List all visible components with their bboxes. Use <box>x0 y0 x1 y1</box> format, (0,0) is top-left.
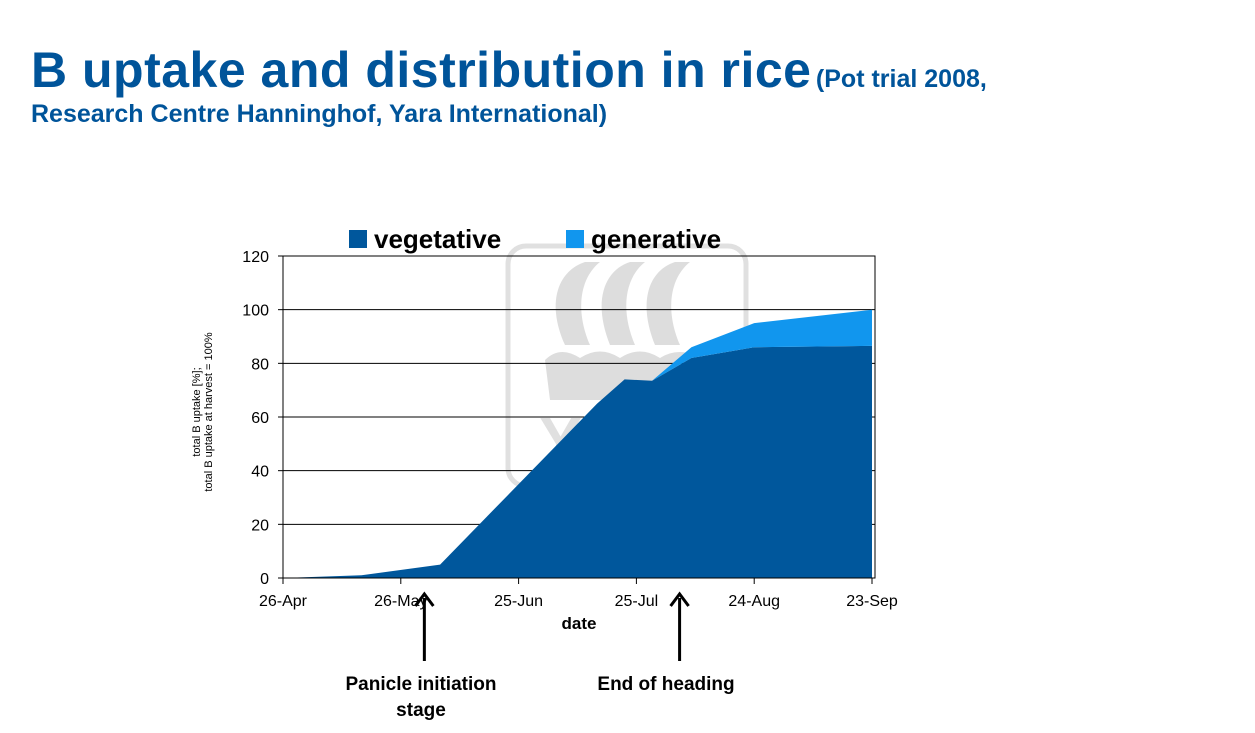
slide-title: B uptake and distribution in rice (Pot t… <box>31 42 1231 128</box>
x-tick-label-0: 26-Apr <box>259 593 308 610</box>
legend: vegetative generative <box>349 224 721 254</box>
y-tick-label-120: 120 <box>242 249 269 266</box>
y-axis-title: total B uptake [%]; total B uptake at ha… <box>191 332 215 492</box>
annotation-label-1-0: End of heading <box>597 674 734 695</box>
area-generative <box>283 309 872 578</box>
y-axis-title-line2: total B uptake at harvest = 100% <box>203 332 215 492</box>
area-vegetative <box>283 345 872 578</box>
annotation-arrow-head-1 <box>669 591 690 607</box>
y-tick-label-100: 100 <box>242 303 269 320</box>
title-sub-part1: (Pot trial 2008, <box>815 65 987 93</box>
x-tick-label-5: 23-Sep <box>846 593 898 610</box>
y-ticks: 0 20 40 60 80 100 120 <box>242 249 283 588</box>
annotation-label-0-0: Panicle initiation <box>346 674 497 695</box>
title-main: B uptake and distribution in rice <box>31 42 812 98</box>
y-tick-label-80: 80 <box>251 356 269 373</box>
legend-swatch-vegetative <box>349 230 367 248</box>
legend-label-vegetative: vegetative <box>374 224 501 254</box>
x-tick-label-1: 26-May <box>374 593 427 610</box>
x-ticks: 26-Apr 26-May 25-Jun 25-Jul 24-Aug 23-Sep <box>259 578 898 610</box>
x-tick-label-2: 25-Jun <box>494 593 543 610</box>
annotations: Panicle initiation stage End of heading <box>346 591 735 721</box>
x-tick-label-3: 25-Jul <box>615 593 659 610</box>
annotation-label-0-1: stage <box>396 700 446 721</box>
legend-label-generative: generative <box>591 224 721 254</box>
title-sub-part2: Research Centre Hanninghof, Yara Interna… <box>31 99 608 128</box>
y-tick-label-60: 60 <box>251 410 269 427</box>
annotation-arrow-head-0 <box>414 591 435 607</box>
y-tick-label-40: 40 <box>251 464 269 481</box>
x-axis-title: date <box>562 614 597 633</box>
x-tick-label-4: 24-Aug <box>728 593 780 610</box>
y-tick-label-0: 0 <box>260 571 269 588</box>
legend-swatch-generative <box>566 230 584 248</box>
y-tick-label-20: 20 <box>251 517 269 534</box>
area-layer <box>283 309 872 578</box>
y-axis-title-line1: total B uptake [%]; <box>191 367 203 456</box>
